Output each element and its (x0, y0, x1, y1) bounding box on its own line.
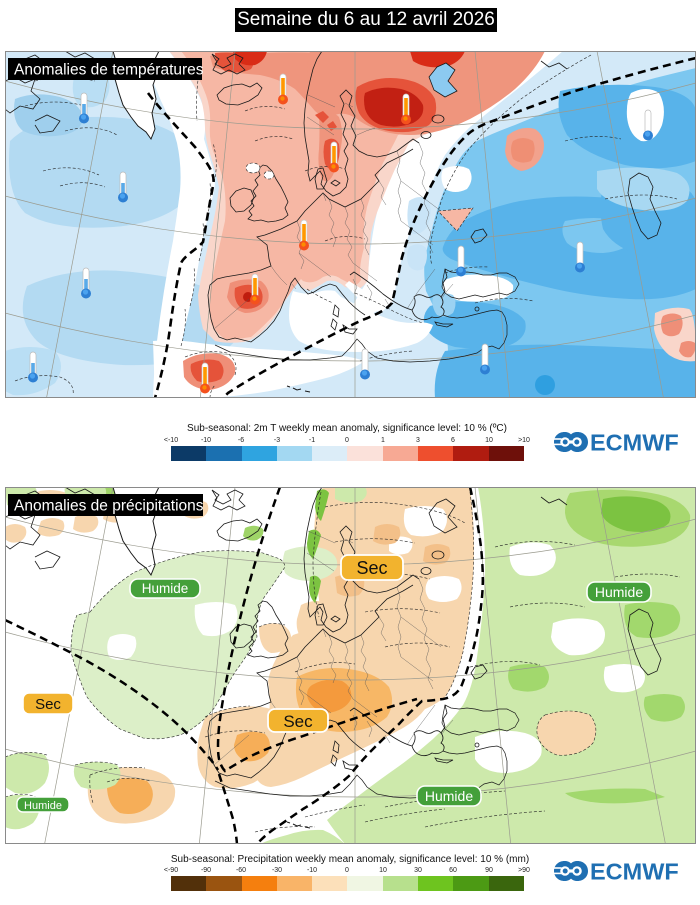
svg-text:Anomalies de précipitations: Anomalies de précipitations (14, 498, 204, 515)
svg-text:Humide: Humide (24, 800, 62, 812)
svg-text:ECMWF: ECMWF (590, 431, 679, 455)
svg-text:Sec: Sec (283, 712, 313, 731)
svg-text:ECMWF: ECMWF (590, 860, 679, 884)
svg-text:Anomalies de températures: Anomalies de températures (14, 62, 204, 79)
svg-text:Sec: Sec (35, 696, 61, 713)
svg-text:Humide: Humide (425, 788, 473, 804)
svg-text:Humide: Humide (142, 581, 189, 596)
svg-text:Humide: Humide (595, 584, 643, 600)
svg-text:Sec: Sec (356, 558, 387, 578)
